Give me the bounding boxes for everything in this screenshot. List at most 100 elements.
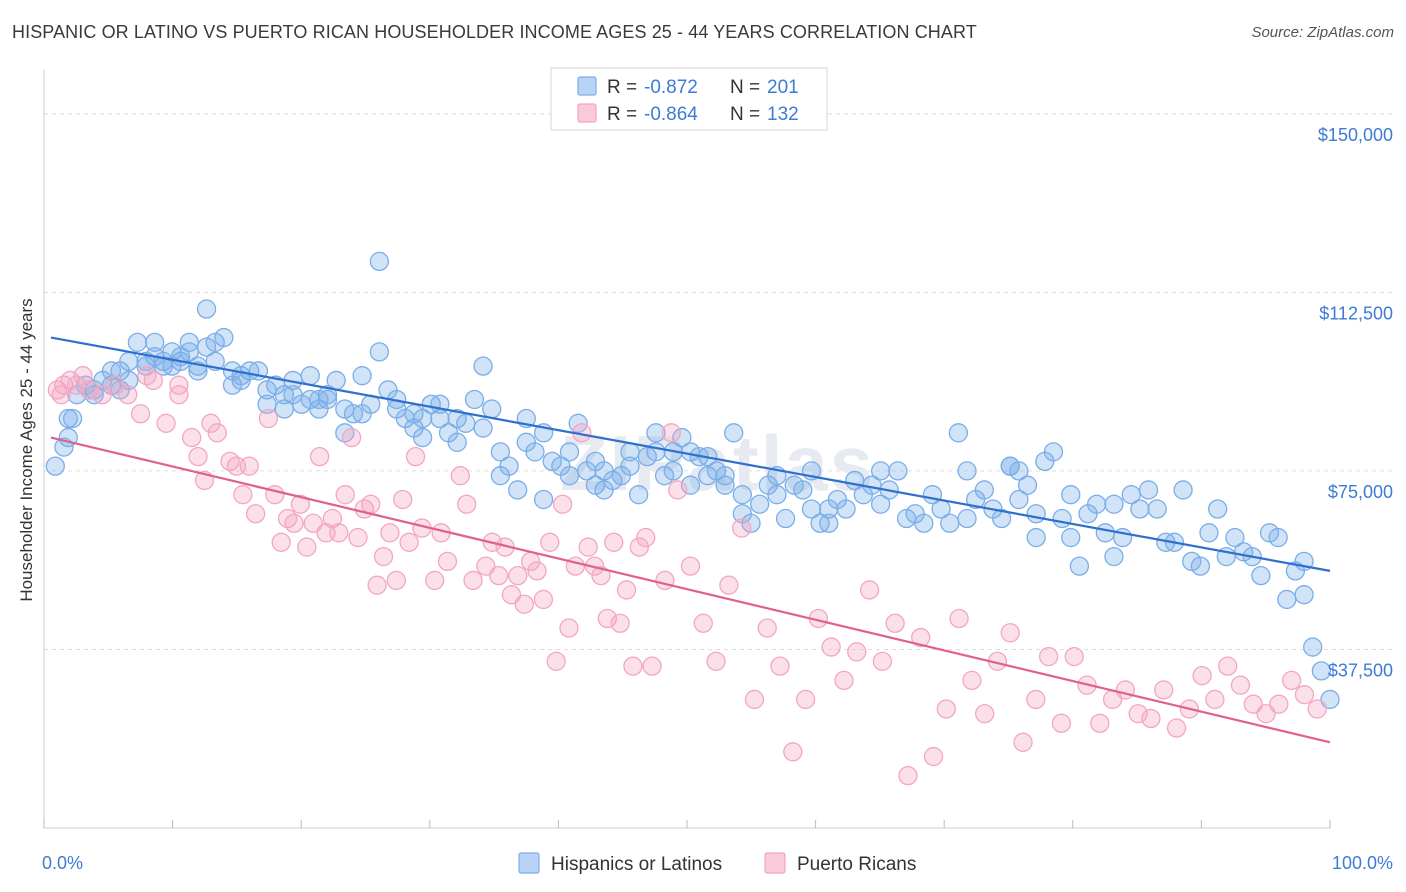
y-tick-label: $37,500 [1328, 660, 1393, 680]
y-tick-label: $150,000 [1318, 125, 1393, 145]
data-point [1251, 566, 1271, 586]
data-point [767, 485, 787, 505]
data-point [188, 361, 208, 381]
gridlines [44, 113, 1392, 650]
data-point [456, 413, 476, 433]
data-point [284, 513, 304, 533]
data-point [405, 446, 426, 467]
series-legend-swatch-puerto-ricans [764, 852, 786, 874]
data-point [1009, 489, 1029, 510]
puerto-rican-points [47, 366, 1327, 786]
data-point [628, 485, 649, 505]
data-point [201, 413, 221, 433]
data-point [1320, 689, 1340, 710]
trend-line-hispanics [50, 336, 1331, 572]
data-point [1154, 680, 1174, 700]
data-point [1307, 699, 1327, 719]
data-point [724, 423, 744, 443]
data-point [207, 423, 227, 443]
data-point [663, 461, 683, 481]
data-point [975, 704, 995, 724]
data-point [1128, 704, 1148, 724]
trend-lines [50, 336, 1331, 744]
data-point [859, 580, 880, 600]
data-point [1256, 704, 1276, 724]
data-point [1026, 689, 1046, 710]
data-point [1311, 661, 1332, 681]
data-point [870, 461, 891, 481]
data-point [92, 385, 112, 405]
data-point [1087, 494, 1107, 514]
data-point [885, 613, 905, 633]
data-point [870, 494, 891, 514]
data-point [1190, 556, 1211, 576]
data-point [1090, 713, 1110, 733]
data-point [527, 561, 547, 581]
data-point [233, 485, 253, 505]
data-point [1038, 646, 1059, 667]
data-point [680, 475, 701, 495]
y-tick-labels: $37,500 $75,000 $112,500 $150,000 [1318, 125, 1393, 681]
data-point [239, 456, 259, 476]
data-point [188, 446, 208, 467]
trend-line-puerto-ricans [50, 436, 1331, 744]
data-point [473, 418, 493, 438]
legend-n-label-1: N = [730, 77, 760, 98]
data-point [1064, 646, 1084, 667]
data-point [348, 527, 368, 548]
data-point [914, 513, 934, 533]
legend-r-value-2: -0.864 [644, 104, 698, 125]
data-point [79, 380, 100, 400]
data-point [1141, 708, 1161, 729]
data-point [559, 442, 580, 462]
x-tick-label-start: 0.0% [42, 853, 83, 873]
data-point [801, 499, 822, 519]
data-point [715, 466, 735, 486]
y-axis-label: Householder Income Ages 25 - 44 years [17, 298, 36, 601]
data-point [898, 765, 918, 786]
data-point [1104, 494, 1124, 514]
data-point [145, 332, 165, 352]
data-point [565, 556, 586, 576]
data-point [646, 423, 666, 443]
data-point [1000, 623, 1020, 643]
data-point [127, 332, 148, 352]
legend-r-label-2: R = [607, 104, 637, 125]
data-point [490, 442, 511, 462]
data-point [450, 466, 470, 486]
data-point [412, 427, 433, 448]
data-point [1069, 556, 1090, 576]
y-tick-label: $112,500 [1319, 303, 1393, 323]
data-point [1277, 589, 1297, 610]
data-point [499, 456, 519, 476]
data-point [525, 442, 545, 462]
data-point [62, 408, 83, 429]
data-point [508, 566, 528, 586]
data-point [1052, 508, 1072, 529]
data-point [604, 532, 624, 552]
data-point [636, 527, 656, 548]
data-point [1269, 694, 1289, 714]
series-legend-hispanics: Hispanics or Latinos [551, 854, 722, 875]
data-point [741, 513, 761, 533]
data-point [373, 546, 394, 567]
data-point [66, 375, 87, 395]
data-point [1147, 499, 1167, 519]
data-point [620, 456, 640, 476]
data-point [130, 404, 151, 424]
data-point [271, 532, 291, 552]
data-point [940, 513, 960, 533]
data-point [143, 370, 163, 391]
data-point [369, 251, 390, 272]
data-point [732, 518, 752, 538]
data-point [45, 456, 65, 476]
data-point [58, 408, 78, 429]
data-point [361, 494, 381, 514]
data-point [719, 575, 739, 595]
legend-r-value-1: -0.872 [644, 77, 698, 98]
data-point [1230, 675, 1251, 695]
data-point [297, 537, 317, 557]
series-legend-puerto-ricans: Puerto Ricans [797, 854, 916, 875]
data-point [463, 570, 483, 591]
